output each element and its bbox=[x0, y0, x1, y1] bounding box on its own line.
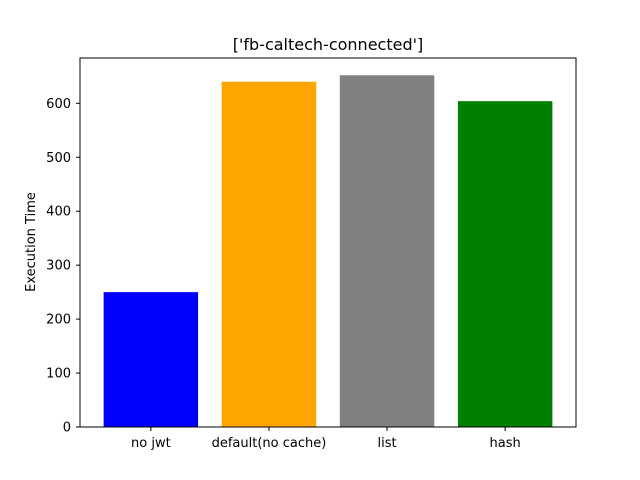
x-axis: no jwt default(no cache) list hash bbox=[131, 427, 521, 451]
bar-default-no-cache bbox=[221, 81, 317, 427]
y-tick-label: 200 bbox=[46, 313, 71, 328]
bar-no-jwt bbox=[103, 292, 199, 427]
x-tick-label: default(no cache) bbox=[212, 436, 327, 451]
x-tick-label: list bbox=[378, 436, 397, 451]
plot-frame bbox=[79, 57, 577, 428]
x-tick-label: no jwt bbox=[131, 436, 171, 451]
y-axis-title: Execution Time bbox=[24, 192, 39, 292]
y-tick-label: 0 bbox=[63, 421, 71, 436]
y-axis: 0 100 200 300 400 500 600 bbox=[46, 97, 80, 436]
y-tick-label: 400 bbox=[46, 205, 71, 220]
y-tick-label: 100 bbox=[46, 367, 71, 382]
y-tick-label: 500 bbox=[46, 151, 71, 166]
y-tick-label: 300 bbox=[46, 259, 71, 274]
bars-group bbox=[103, 75, 553, 428]
chart-title: ['fb-caltech-connected'] bbox=[233, 35, 424, 54]
bar-list bbox=[339, 75, 435, 428]
bar-hash bbox=[457, 101, 553, 427]
y-tick-label: 600 bbox=[46, 97, 71, 112]
x-tick-label: hash bbox=[490, 436, 521, 451]
